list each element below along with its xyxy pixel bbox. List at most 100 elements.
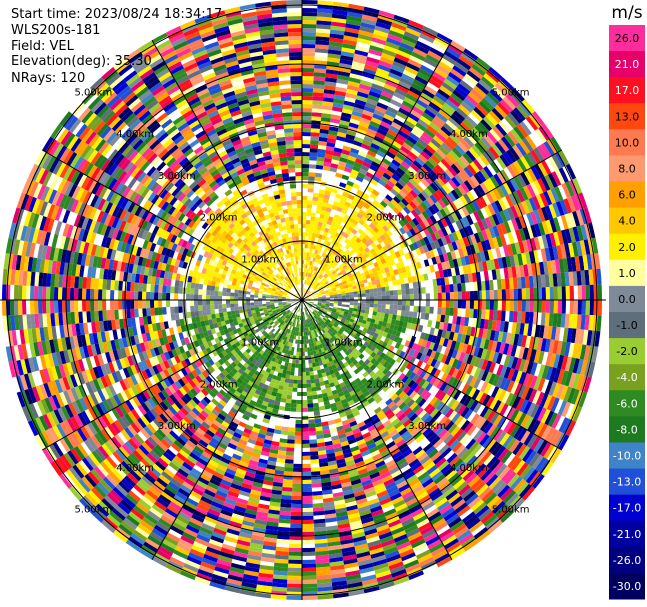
velocity-gate	[278, 518, 291, 524]
velocity-gate	[305, 323, 308, 328]
velocity-gate	[440, 125, 452, 137]
velocity-gate	[317, 586, 333, 592]
velocity-gate	[392, 473, 404, 482]
velocity-gate	[315, 48, 329, 54]
velocity-gate	[513, 176, 523, 190]
velocity-gate	[488, 215, 497, 227]
velocity-gate	[489, 300, 494, 310]
velocity-gate	[319, 308, 324, 311]
velocity-gate	[340, 308, 345, 312]
velocity-gate	[380, 501, 394, 510]
velocity-gate	[311, 386, 317, 392]
velocity-gate	[376, 168, 385, 176]
velocity-gate	[469, 161, 480, 173]
velocity-gate	[354, 377, 361, 384]
velocity-gate	[454, 502, 469, 514]
velocity-gate	[339, 328, 345, 333]
velocity-gate	[328, 343, 333, 349]
velocity-gate	[391, 159, 401, 168]
velocity-gate	[327, 278, 333, 283]
velocity-gate	[499, 403, 509, 416]
velocity-gate	[510, 243, 518, 256]
velocity-gate	[358, 342, 364, 348]
velocity-gate	[462, 325, 468, 335]
velocity-gate	[374, 216, 382, 224]
velocity-gate	[415, 195, 424, 205]
velocity-gate	[503, 208, 512, 222]
velocity-gate	[454, 266, 460, 276]
velocity-gate	[324, 358, 330, 364]
velocity-gate	[258, 572, 274, 579]
velocity-gate	[329, 37, 344, 44]
velocity-gate	[328, 273, 334, 278]
velocity-gate	[371, 431, 380, 439]
velocity-gate	[556, 313, 562, 328]
velocity-gate	[410, 382, 419, 391]
velocity-gate	[408, 243, 416, 252]
velocity-gate	[404, 139, 415, 148]
velocity-gate	[482, 436, 493, 449]
velocity-gate	[335, 172, 343, 179]
velocity-gate	[351, 282, 357, 287]
velocity-gate	[349, 340, 355, 346]
velocity-gate	[353, 294, 358, 298]
velocity-gate	[315, 209, 322, 214]
velocity-gate	[362, 400, 370, 408]
velocity-gate	[357, 150, 368, 158]
velocity-gate	[395, 537, 410, 547]
velocity-gate	[477, 358, 485, 369]
velocity-gate	[559, 385, 569, 401]
velocity-gate	[506, 422, 517, 436]
velocity-gate	[518, 371, 527, 385]
velocity-gate	[553, 217, 561, 232]
velocity-gate	[529, 287, 535, 300]
velocity-gate	[460, 138, 472, 151]
velocity-gate	[313, 518, 326, 524]
velocity-gate	[314, 418, 322, 424]
velocity-gate	[389, 522, 403, 532]
velocity-gate	[302, 147, 310, 153]
velocity-gate	[356, 274, 362, 279]
velocity-gate	[296, 347, 300, 352]
velocity-gate	[362, 483, 374, 491]
velocity-gate	[522, 99, 536, 114]
velocity-gate	[344, 137, 354, 144]
velocity-gate	[358, 199, 366, 207]
velocity-gate	[322, 429, 331, 435]
velocity-gate	[362, 520, 375, 528]
velocity-gate	[319, 281, 324, 285]
velocity-gate	[383, 45, 398, 54]
velocity-gate	[528, 311, 534, 325]
velocity-gate	[458, 238, 466, 249]
velocity-gate	[312, 350, 317, 355]
velocity-gate	[309, 294, 313, 297]
velocity-gate	[492, 461, 505, 474]
velocity-gate	[340, 398, 348, 405]
velocity-gate	[368, 48, 383, 57]
velocity-gate	[483, 383, 492, 395]
velocity-gate	[441, 171, 452, 182]
velocity-gate	[581, 300, 586, 315]
velocity-gate	[345, 300, 350, 303]
velocity-gate	[537, 364, 546, 378]
velocity-gate	[310, 451, 319, 456]
velocity-gate	[488, 476, 502, 490]
velocity-gate	[274, 469, 284, 475]
velocity-gate	[488, 520, 503, 534]
velocity-gate	[564, 213, 573, 229]
velocity-gate	[302, 139, 311, 145]
velocity-gate	[373, 406, 382, 415]
velocity-gate	[287, 435, 295, 440]
velocity-gate	[449, 307, 454, 316]
velocity-gate	[363, 365, 370, 372]
velocity-gate	[355, 324, 361, 330]
velocity-gate	[409, 55, 424, 65]
velocity-gate	[302, 367, 306, 372]
velocity-gate	[506, 180, 516, 193]
velocity-gate	[516, 311, 522, 323]
velocity-gate	[319, 339, 324, 344]
velocity-gate	[315, 382, 321, 387]
velocity-gate	[351, 65, 365, 72]
velocity-gate	[363, 202, 371, 210]
velocity-gate	[553, 368, 561, 383]
